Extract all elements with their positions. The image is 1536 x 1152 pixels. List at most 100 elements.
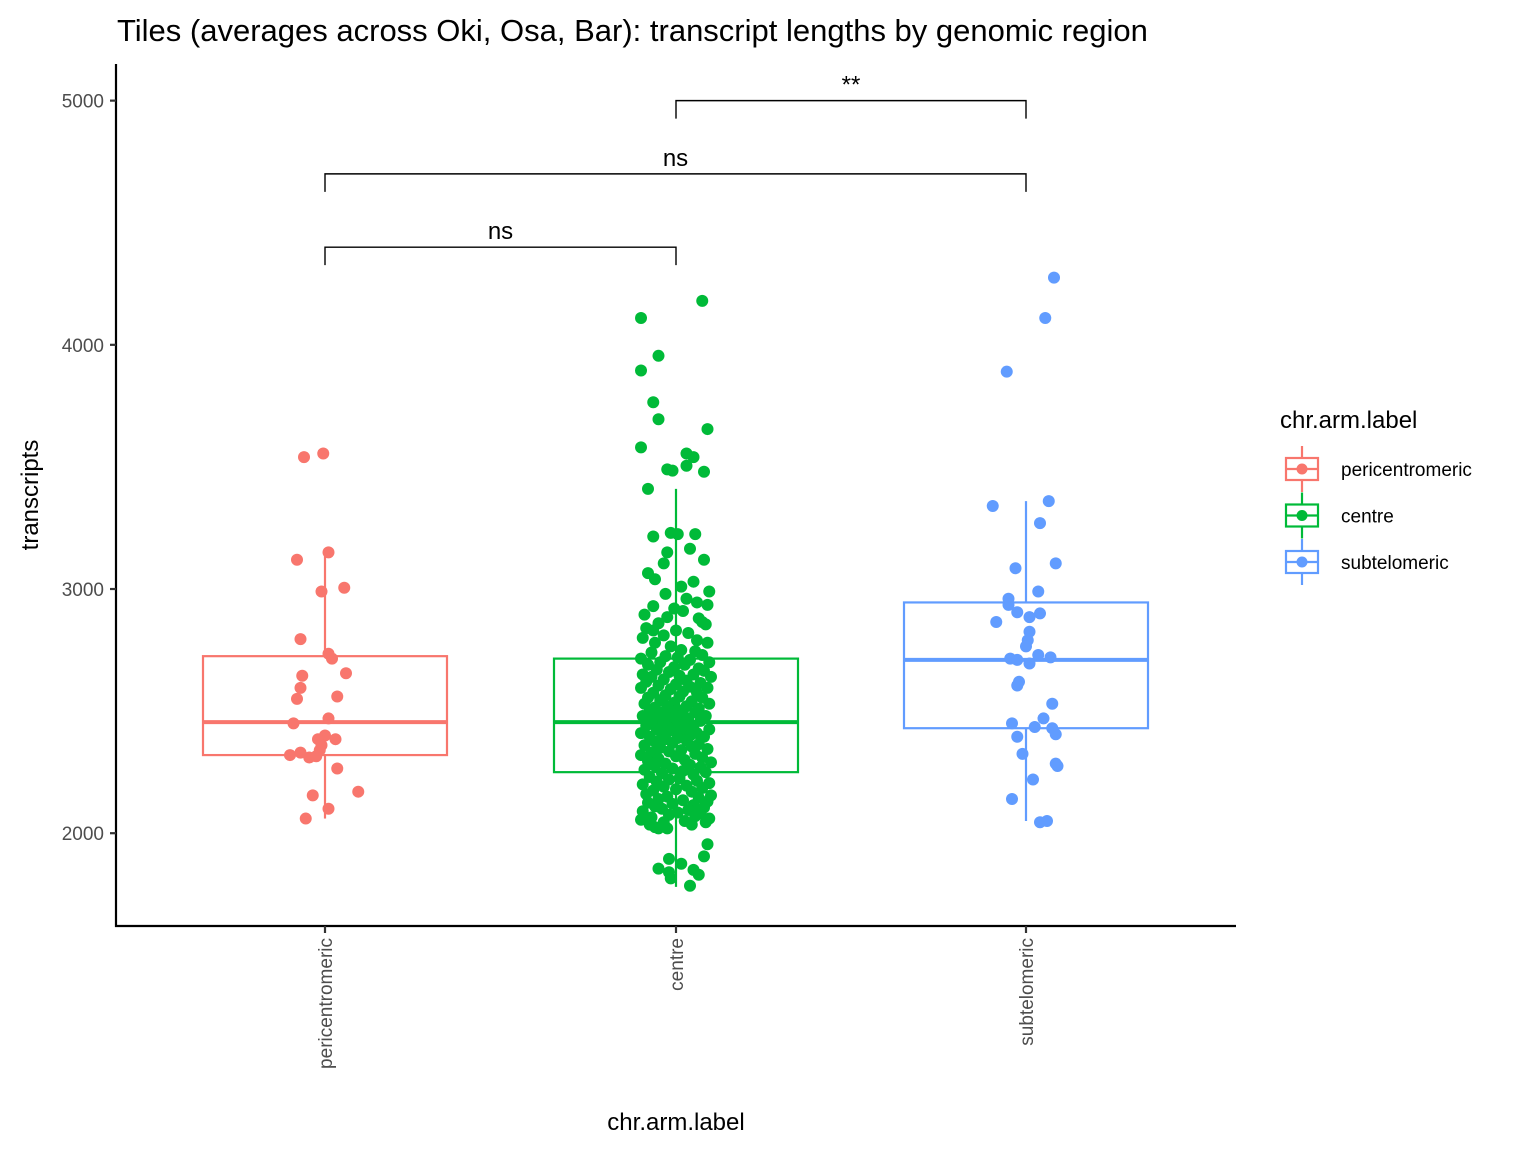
bracket-line [324, 246, 677, 266]
data-point [636, 709, 649, 722]
data-point [298, 451, 310, 464]
data-point [645, 646, 658, 659]
data-point [1042, 495, 1055, 508]
data-point [657, 557, 670, 570]
data-point [691, 634, 703, 647]
data-point [636, 778, 649, 791]
data-point [649, 573, 661, 586]
data-point [317, 447, 330, 460]
data-point [680, 592, 693, 605]
data-point [294, 746, 307, 759]
data-point [340, 667, 352, 680]
data-point [670, 783, 682, 796]
bracket-pericentromeric-subtelomeric: ns [324, 145, 1027, 192]
data-point [1006, 793, 1018, 806]
data-point [675, 857, 688, 870]
data-point [331, 690, 344, 703]
data-point [1011, 730, 1024, 743]
legend-item-centre: centre [1284, 492, 1394, 539]
data-point [1028, 720, 1041, 733]
data-point [680, 459, 693, 472]
data-point [1041, 814, 1053, 827]
data-point [664, 640, 677, 653]
data-point [294, 681, 307, 694]
data-point [647, 396, 660, 409]
data-point [701, 598, 714, 611]
data-point [284, 749, 296, 762]
data-point [698, 850, 710, 863]
legend-key-point [1296, 510, 1308, 521]
data-point [682, 626, 695, 639]
data-point [675, 580, 688, 593]
y-axis-title: transcripts [17, 440, 44, 551]
data-point [699, 618, 712, 631]
legend-item-pericentromeric: pericentromeric [1284, 446, 1472, 492]
y-axis-ticks: 2000 3000 4000 5000 [62, 92, 116, 845]
data-point [647, 624, 660, 637]
data-point [698, 465, 710, 478]
data-point [703, 585, 716, 598]
data-point [338, 581, 351, 594]
data-point [299, 812, 312, 825]
data-point [1044, 651, 1057, 664]
data-point [352, 785, 365, 798]
data-point [685, 818, 698, 831]
legend-label: centre [1341, 507, 1394, 528]
data-point [666, 464, 679, 477]
points-centre [635, 294, 717, 892]
data-point [1049, 557, 1062, 570]
x-axis-ticks: pericentromeric centre subtelomeric [316, 926, 1038, 1069]
data-point [635, 813, 647, 826]
data-point [677, 794, 689, 807]
x-tick-label: subtelomeric [1017, 938, 1038, 1046]
x-axis-title: chr.arm.label [607, 1109, 744, 1136]
y-tick-label: 5000 [62, 92, 104, 113]
legend-label: pericentromeric [1341, 460, 1472, 481]
legend-key-point [1296, 463, 1308, 475]
data-point [699, 816, 712, 829]
points-subtelomeric [986, 271, 1064, 829]
data-point [684, 879, 696, 892]
data-point [287, 717, 300, 730]
bracket-centre-subtelomeric: ** [675, 72, 1027, 119]
data-point [652, 862, 665, 875]
data-point [1009, 562, 1022, 575]
data-point [294, 633, 307, 646]
data-point [1011, 606, 1024, 619]
data-point [329, 733, 342, 746]
data-point [687, 575, 700, 588]
data-point [990, 615, 1003, 628]
significance-label: ** [842, 72, 861, 99]
data-point [1032, 585, 1045, 598]
data-point [671, 528, 684, 541]
x-tick-label: centre [667, 938, 688, 991]
data-point [1037, 712, 1050, 725]
y-tick-label: 2000 [62, 824, 104, 845]
data-point [696, 751, 709, 764]
legend-key-point [1296, 556, 1308, 568]
significance-brackets: ns ns ** [324, 72, 1027, 266]
data-point [1048, 271, 1060, 284]
data-point [692, 868, 705, 881]
data-point [647, 530, 660, 543]
bracket-pericentromeric-centre: ns [324, 218, 677, 266]
data-point [661, 822, 674, 835]
data-point [687, 451, 700, 464]
data-point [1011, 653, 1024, 666]
data-point [1006, 717, 1018, 730]
data-point [701, 636, 714, 649]
data-point [636, 631, 649, 644]
data-point [657, 780, 670, 793]
data-point [664, 872, 677, 885]
data-point [986, 499, 999, 512]
data-point [635, 311, 647, 324]
data-point [1016, 747, 1029, 760]
data-point [315, 585, 328, 598]
data-point [677, 604, 689, 617]
data-point [1000, 365, 1013, 378]
data-point [296, 669, 309, 682]
data-point [701, 838, 714, 851]
data-point [663, 852, 675, 865]
data-point [635, 441, 647, 454]
data-point [657, 629, 670, 642]
